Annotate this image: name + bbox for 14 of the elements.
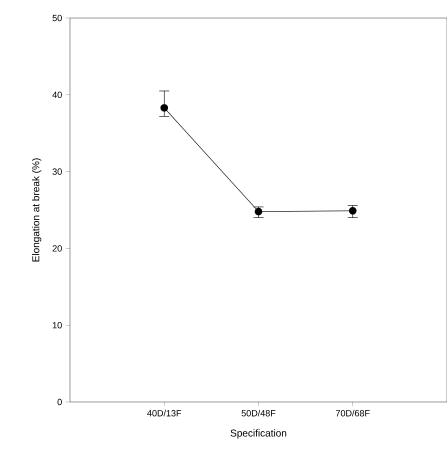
y-tick-label: 40 [52,92,62,98]
point [348,206,357,215]
y-tick-label: 10 [52,322,62,328]
y-tick-label: 50 [52,14,62,22]
x-axis-title: Specification [230,429,286,439]
y-tick-label: 30 [52,168,62,175]
x-tick-label: 70D/68F [336,410,370,416]
point [254,208,262,216]
y-axis-title: Elongation at break (%) [32,158,42,262]
point [160,104,168,112]
x-tick-label: 50D/48F [242,410,276,416]
y-tick-label: 20 [52,245,62,252]
x-tick-label: 40D/13F [147,410,182,416]
y-tick-label: 0 [58,398,62,406]
